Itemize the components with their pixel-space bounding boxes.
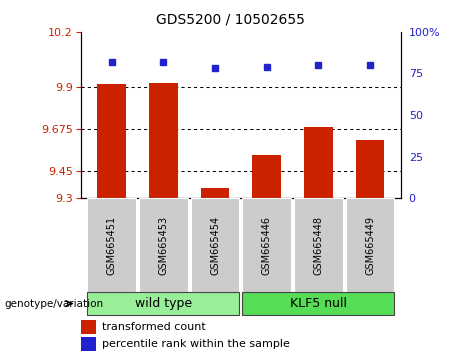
Bar [81,337,96,350]
Text: GSM665449: GSM665449 [365,216,375,275]
Bar [97,84,126,198]
Text: transformed count: transformed count [102,322,206,332]
Bar [191,198,239,292]
Text: KLF5 null: KLF5 null [290,297,347,310]
Text: GSM665454: GSM665454 [210,216,220,275]
Text: percentile rank within the sample: percentile rank within the sample [102,339,290,349]
Text: GDS5200 / 10502655: GDS5200 / 10502655 [156,12,305,27]
Bar [253,155,281,198]
Bar [294,198,343,292]
Bar [88,292,239,315]
Text: GSM665448: GSM665448 [313,216,323,275]
Bar [149,83,177,198]
Bar [88,198,136,292]
Bar [346,198,394,292]
Text: wild type: wild type [135,297,192,310]
Bar [304,127,332,198]
Bar [81,320,96,334]
Text: GSM665451: GSM665451 [106,216,117,275]
Bar [356,140,384,198]
Text: GSM665453: GSM665453 [159,216,168,275]
Bar [139,198,188,292]
Bar [242,292,394,315]
Bar [242,198,291,292]
Text: GSM665446: GSM665446 [262,216,272,275]
Bar [201,188,229,198]
Text: genotype/variation: genotype/variation [5,298,104,309]
